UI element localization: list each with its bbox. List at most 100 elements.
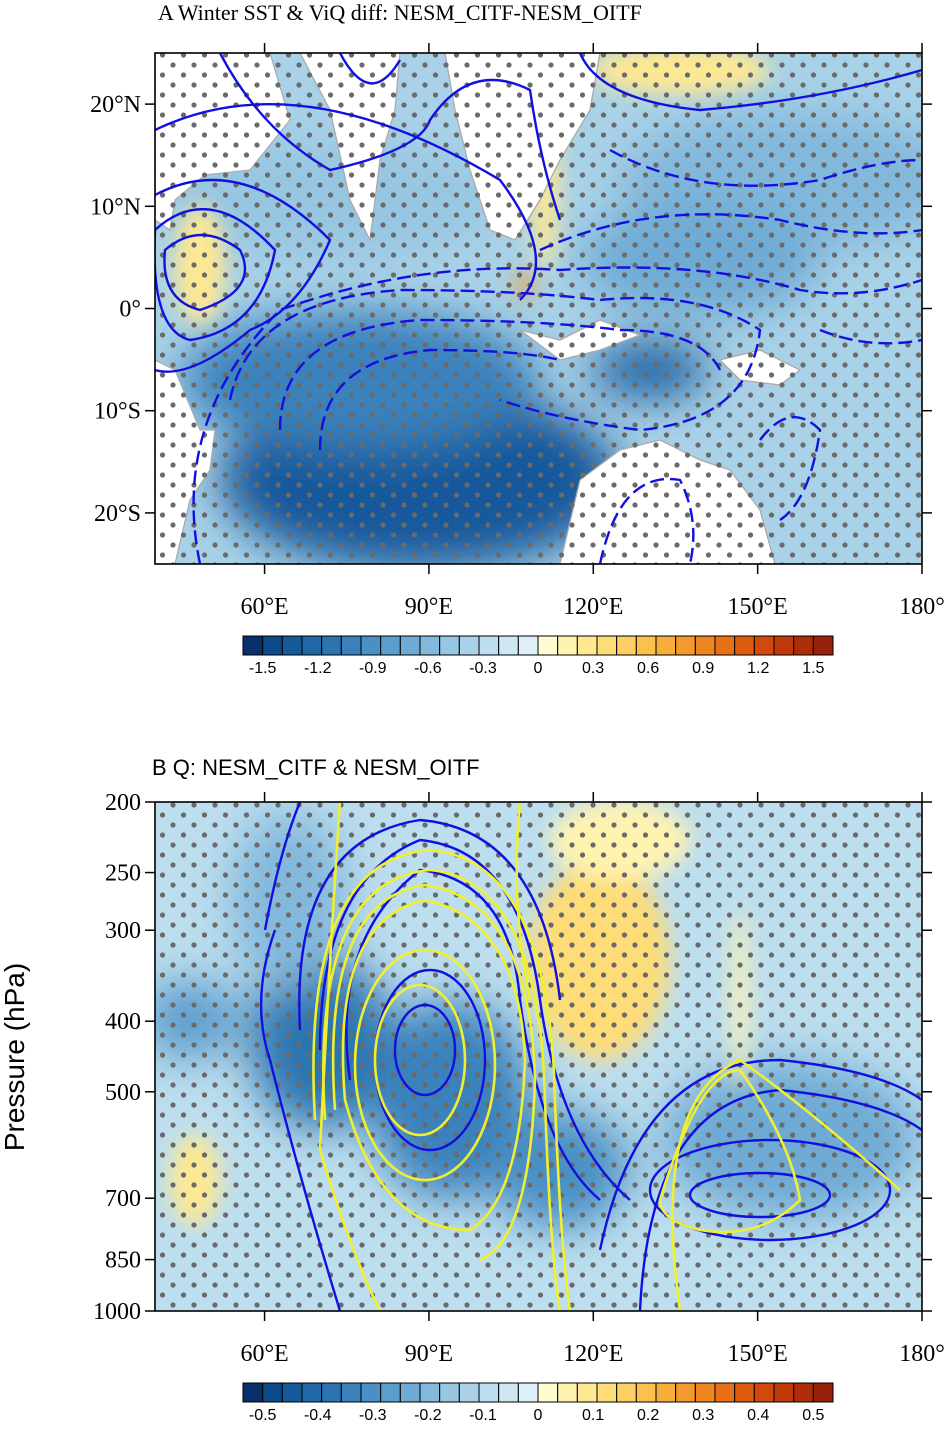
colorbar-box [773,635,795,656]
colorbar-label: 1.2 [747,660,769,677]
colorbar-box [675,1382,696,1403]
panel-b-field [155,802,922,1311]
colorbar-box [478,1382,500,1403]
colorbar-box [596,635,618,656]
colorbar-label: -1.2 [304,660,332,677]
colorbar-label: -0.5 [249,1407,277,1424]
panel-a-title: A Winter SST & ViQ diff: NESM_CITF-NESM_… [158,0,642,25]
colorbar-box [616,635,637,656]
colorbar-box [242,635,264,656]
panel-a-field [155,53,922,564]
colorbar-box [301,635,323,656]
x-tick-label: 120°E [563,1341,623,1367]
colorbar-box [753,635,775,656]
y-tick-label: 850 [105,1248,141,1274]
colorbar-label: -0.3 [359,1407,387,1424]
colorbar-label: -0.6 [414,660,442,677]
colorbar-box [812,635,834,656]
colorbar-label: -0.9 [359,660,387,677]
colorbar-box [262,635,283,656]
colorbar-label: 0.4 [747,1407,769,1424]
colorbar-label: 0.3 [692,1407,714,1424]
x-tick-label: 90°E [405,594,453,620]
colorbar-box [439,1382,460,1403]
y-tick-label: 250 [105,861,141,887]
y-axis-label: Pressure (hPa) [0,963,30,1151]
y-tick-label: 300 [105,918,141,944]
y-tick-label: 200 [105,790,141,816]
x-tick-label: 180° [899,594,945,620]
y-tick-label: 10°S [94,399,141,425]
panel-b-title: B Q: NESM_CITF & NESM_OITF [152,755,480,780]
colorbar-box [380,635,401,656]
colorbar-label: 0.5 [802,1407,824,1424]
colorbar-box [360,635,382,656]
colorbar-label: 0.9 [692,660,714,677]
colorbar-box [793,1382,814,1403]
y-tick-label: 20°N [90,92,141,118]
colorbar-box [734,635,755,656]
colorbar-box [419,635,441,656]
y-tick-label: 700 [105,1186,141,1212]
y-tick-label: 1000 [93,1299,141,1325]
colorbar-box [753,1382,775,1403]
colorbar-box [360,1382,382,1403]
colorbar-box [399,1382,421,1403]
colorbar-label: -0.2 [414,1407,442,1424]
colorbar-box [321,635,342,656]
colorbar-box [537,635,559,656]
x-tick-label: 180° [899,1341,945,1367]
colorbar-box [301,1382,323,1403]
colorbar-box [498,635,519,656]
colorbar-box [557,635,578,656]
colorbar-box [694,635,716,656]
colorbar-box [517,635,539,656]
colorbar-label: -0.4 [304,1407,332,1424]
colorbar-box [439,635,460,656]
colorbar-box [714,635,736,656]
colorbar-box [478,635,500,656]
colorbar-box [498,1382,519,1403]
y-tick-label: 500 [105,1080,141,1106]
colorbar-box [675,635,696,656]
colorbar-label: 0.2 [637,1407,659,1424]
colorbar-box [321,1382,342,1403]
y-tick-label: 0° [119,297,141,323]
x-tick-label: 90°E [405,1341,453,1367]
colorbar-label: -0.1 [469,1407,497,1424]
colorbar-box [380,1382,401,1403]
colorbar-box [537,1382,559,1403]
colorbar-box [793,635,814,656]
colorbar-box [596,1382,618,1403]
x-tick-label: 150°E [728,1341,788,1367]
colorbar-label: 1.5 [802,660,824,677]
panel-b-frame [154,801,923,1312]
y-tick-label: 400 [105,1009,141,1035]
colorbar-label: 0.3 [582,660,604,677]
colorbar-box [458,1382,480,1403]
colorbar-box [262,1382,283,1403]
colorbar-box [616,1382,637,1403]
colorbar-box [340,1382,362,1403]
colorbar-box [340,635,362,656]
colorbar-box [458,635,480,656]
colorbar-box [281,1382,303,1403]
colorbar-box [399,635,421,656]
colorbar-label: 0.1 [582,1407,604,1424]
colorbar-box [655,1382,677,1403]
colorbar-label: 0 [534,1407,543,1424]
colorbar-box [773,1382,795,1403]
colorbar-box [242,1382,264,1403]
colorbar-box [714,1382,736,1403]
colorbar-label: -0.3 [469,660,497,677]
colorbar-box [281,635,303,656]
colorbar-box [812,1382,834,1403]
colorbar-box [576,635,598,656]
colorbar-box [734,1382,755,1403]
colorbar-box [576,1382,598,1403]
colorbar-box [419,1382,441,1403]
colorbar-box [557,1382,578,1403]
colorbar-label: -1.5 [249,660,277,677]
colorbar-box [655,635,677,656]
